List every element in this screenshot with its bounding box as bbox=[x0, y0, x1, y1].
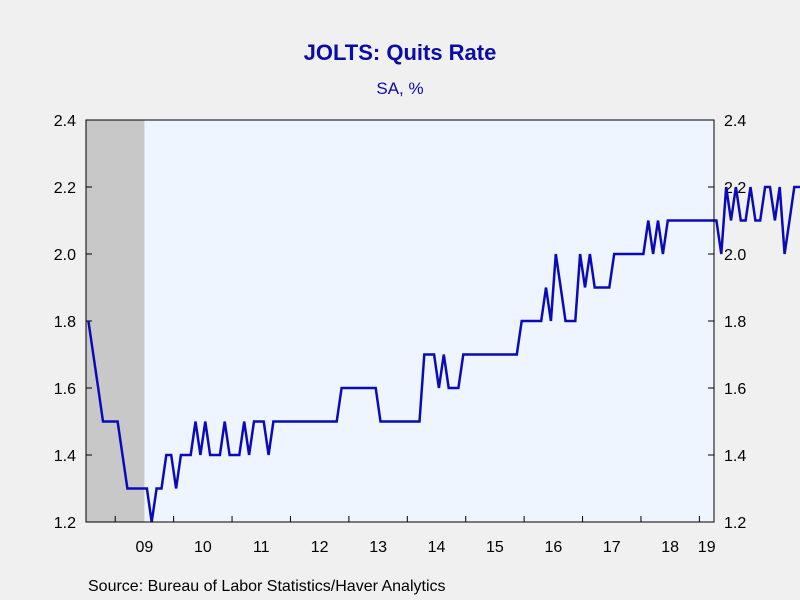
y-tick-label-right: 2.0 bbox=[724, 247, 746, 264]
y-tick-label-left: 1.6 bbox=[54, 381, 76, 398]
x-tick-label: 13 bbox=[369, 539, 387, 556]
x-tick-label: 14 bbox=[428, 539, 446, 556]
y-tick-label-right: 1.6 bbox=[724, 381, 746, 398]
x-tick-label: 18 bbox=[661, 539, 679, 556]
source-note: Source: Bureau of Labor Statistics/Haver… bbox=[88, 578, 446, 595]
recession-shading bbox=[86, 120, 145, 522]
y-tick-label-right: 1.2 bbox=[724, 515, 746, 532]
x-tick-label: 16 bbox=[544, 539, 562, 556]
y-tick-label-left: 1.4 bbox=[54, 448, 76, 465]
chart-subtitle: SA, % bbox=[376, 79, 424, 98]
x-tick-label: 10 bbox=[194, 539, 212, 556]
plot-frame bbox=[85, 119, 715, 523]
x-tick-label: 19 bbox=[698, 539, 716, 556]
x-tick-label: 17 bbox=[603, 539, 621, 556]
y-tick-label-right: 2.4 bbox=[724, 113, 746, 130]
x-tick-label: 12 bbox=[311, 539, 329, 556]
y-tick-label-left: 2.0 bbox=[54, 247, 76, 264]
x-tick-label: 11 bbox=[253, 539, 270, 556]
y-tick-label-right: 1.8 bbox=[724, 314, 746, 331]
y-tick-label-left: 1.8 bbox=[54, 314, 76, 331]
y-tick-label-left: 2.2 bbox=[54, 180, 76, 197]
y-tick-label-left: 1.2 bbox=[54, 515, 76, 532]
y-axis-ticks: 1.2 1.21.4 1.41.6 1.61.8 1.82.0 2.02.2 2.22.4 2… bbox=[54, 113, 747, 532]
y-tick-label-right: 1.4 bbox=[724, 448, 746, 465]
y-tick-label-left: 2.4 bbox=[54, 113, 76, 130]
x-tick-label: 15 bbox=[486, 539, 504, 556]
x-axis-ticks: 09 10 11 12 13 14 15 16 17 18 19 bbox=[114, 516, 716, 556]
quits-rate-line bbox=[87, 185, 800, 523]
chart-title: JOLTS: Quits Rate bbox=[303, 40, 497, 65]
x-tick-label: 09 bbox=[136, 539, 154, 556]
